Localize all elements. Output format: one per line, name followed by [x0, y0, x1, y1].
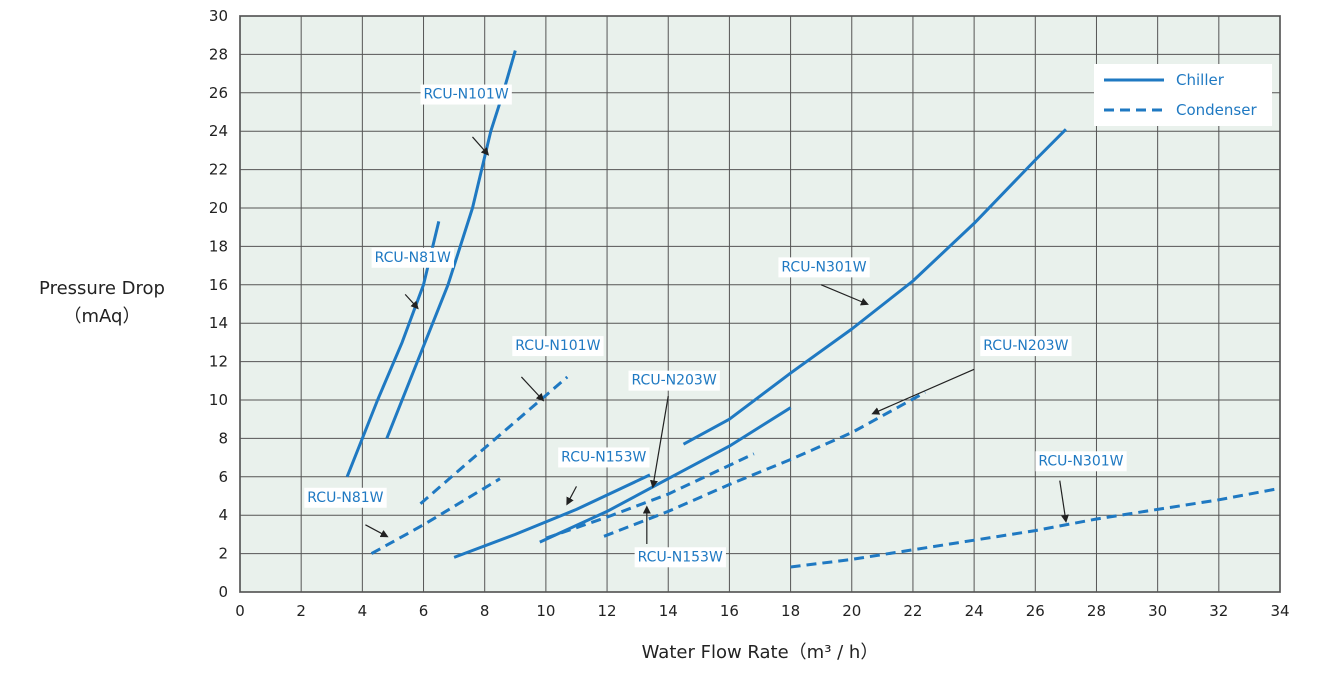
y-tick-label: 18	[209, 237, 228, 255]
annotation-label-bg	[371, 247, 454, 268]
series-chiller-rcu-n301w	[682, 128, 1067, 446]
x-tick-label: 0	[235, 602, 245, 620]
x-axis-title: Water Flow Rate（m³ / h）	[642, 642, 879, 663]
y-tick-label: 30	[209, 7, 228, 25]
y-axis-unit: （mAq）	[64, 306, 141, 327]
series-chiller-rcu-n203w	[539, 406, 792, 544]
series-condenser-rcu-n81w	[370, 477, 501, 555]
annotation-label: RCU-N301W	[781, 259, 866, 275]
legend: Chiller Condenser	[1094, 64, 1272, 126]
series-condenser-rcu-n203w	[603, 390, 926, 538]
annotation-arrow	[520, 376, 545, 402]
annotation-label-bg	[634, 547, 726, 568]
annotation-label: RCU-N203W	[632, 373, 717, 389]
annotation-arrow	[650, 396, 669, 489]
x-tick-label: 28	[1087, 602, 1106, 620]
x-tick-label: 32	[1209, 602, 1228, 620]
x-tick-label: 6	[419, 602, 429, 620]
y-axis-title: Pressure Drop	[39, 278, 165, 299]
annotation-arrow	[365, 524, 389, 538]
annotation-label-bg	[420, 84, 512, 105]
y-tick-label: 28	[209, 45, 228, 63]
annotation-label: RCU-N101W	[515, 338, 600, 354]
annotation-arrow	[472, 136, 490, 156]
annotation-label: RCU-N203W	[983, 338, 1068, 354]
annotation-label: RCU-N153W	[638, 549, 723, 565]
x-tick-label: 8	[480, 602, 490, 620]
y-tick-label: 6	[218, 468, 228, 486]
annotation-label-bg	[980, 336, 1072, 357]
x-tick-label: 14	[659, 602, 678, 620]
series-condenser-rcu-n301w	[790, 486, 1281, 569]
y-tick-label: 24	[209, 122, 228, 140]
annotation-label-bg	[304, 487, 387, 508]
x-tick-label: 34	[1270, 602, 1289, 620]
x-tick-label: 4	[358, 602, 368, 620]
annotation-arrow	[1059, 480, 1069, 523]
x-tick-label: 30	[1148, 602, 1167, 620]
annotation-arrow	[404, 293, 419, 310]
legend-condenser-label: Condenser	[1176, 101, 1257, 119]
x-tick-label: 26	[1026, 602, 1045, 620]
y-tick-label: 26	[209, 84, 228, 102]
y-tick-label: 8	[218, 429, 228, 447]
y-tick-label: 20	[209, 199, 228, 217]
x-tick-label: 18	[781, 602, 800, 620]
x-tick-label: 24	[965, 602, 984, 620]
x-tick-label: 22	[903, 602, 922, 620]
annotation-label: RCU-N301W	[1038, 453, 1123, 469]
annotation-label-bg	[778, 257, 870, 278]
y-tick-label: 14	[209, 314, 228, 332]
series-condenser-rcu-n101w	[419, 375, 569, 505]
y-tick-label: 2	[218, 545, 228, 563]
annotation-label: RCU-N81W	[307, 490, 383, 506]
series-condenser-rcu-n153w	[545, 452, 755, 540]
x-tick-label: 20	[842, 602, 861, 620]
x-tick-label: 10	[536, 602, 555, 620]
annotation-arrow	[871, 368, 975, 415]
y-tick-label: 0	[218, 583, 228, 601]
annotation-label: RCU-N101W	[424, 87, 509, 103]
annotation-label-bg	[1035, 451, 1127, 472]
y-tick-label: 10	[209, 391, 228, 409]
annotation-arrow	[566, 486, 578, 506]
annotation-label-bg	[512, 336, 604, 357]
annotation-label-bg	[628, 370, 720, 391]
legend-chiller-label: Chiller	[1176, 71, 1225, 89]
annotation-arrow	[820, 284, 869, 306]
y-tick-label: 12	[209, 353, 228, 371]
y-tick-label: 16	[209, 276, 228, 294]
x-tick-label: 12	[598, 602, 617, 620]
series-chiller-rcu-n153w	[453, 473, 651, 559]
x-tick-label: 16	[720, 602, 739, 620]
y-tick-label: 4	[218, 506, 228, 524]
y-tick-label: 22	[209, 161, 228, 179]
tick-labels: 0 2 4 6 8 10 12 14 16 18 20 22 24 26 28 30 32 34024681012…	[209, 7, 1290, 620]
legend-box	[1094, 64, 1272, 126]
annotation-label-bg	[558, 447, 650, 468]
annotation-label: RCU-N153W	[561, 449, 646, 465]
annotations: RCU-N101W RCU-N81W RCU-N101W RCU-N81W RCU-N2…	[304, 84, 1127, 568]
x-tick-label: 2	[296, 602, 306, 620]
annotation-label: RCU-N81W	[375, 250, 451, 266]
